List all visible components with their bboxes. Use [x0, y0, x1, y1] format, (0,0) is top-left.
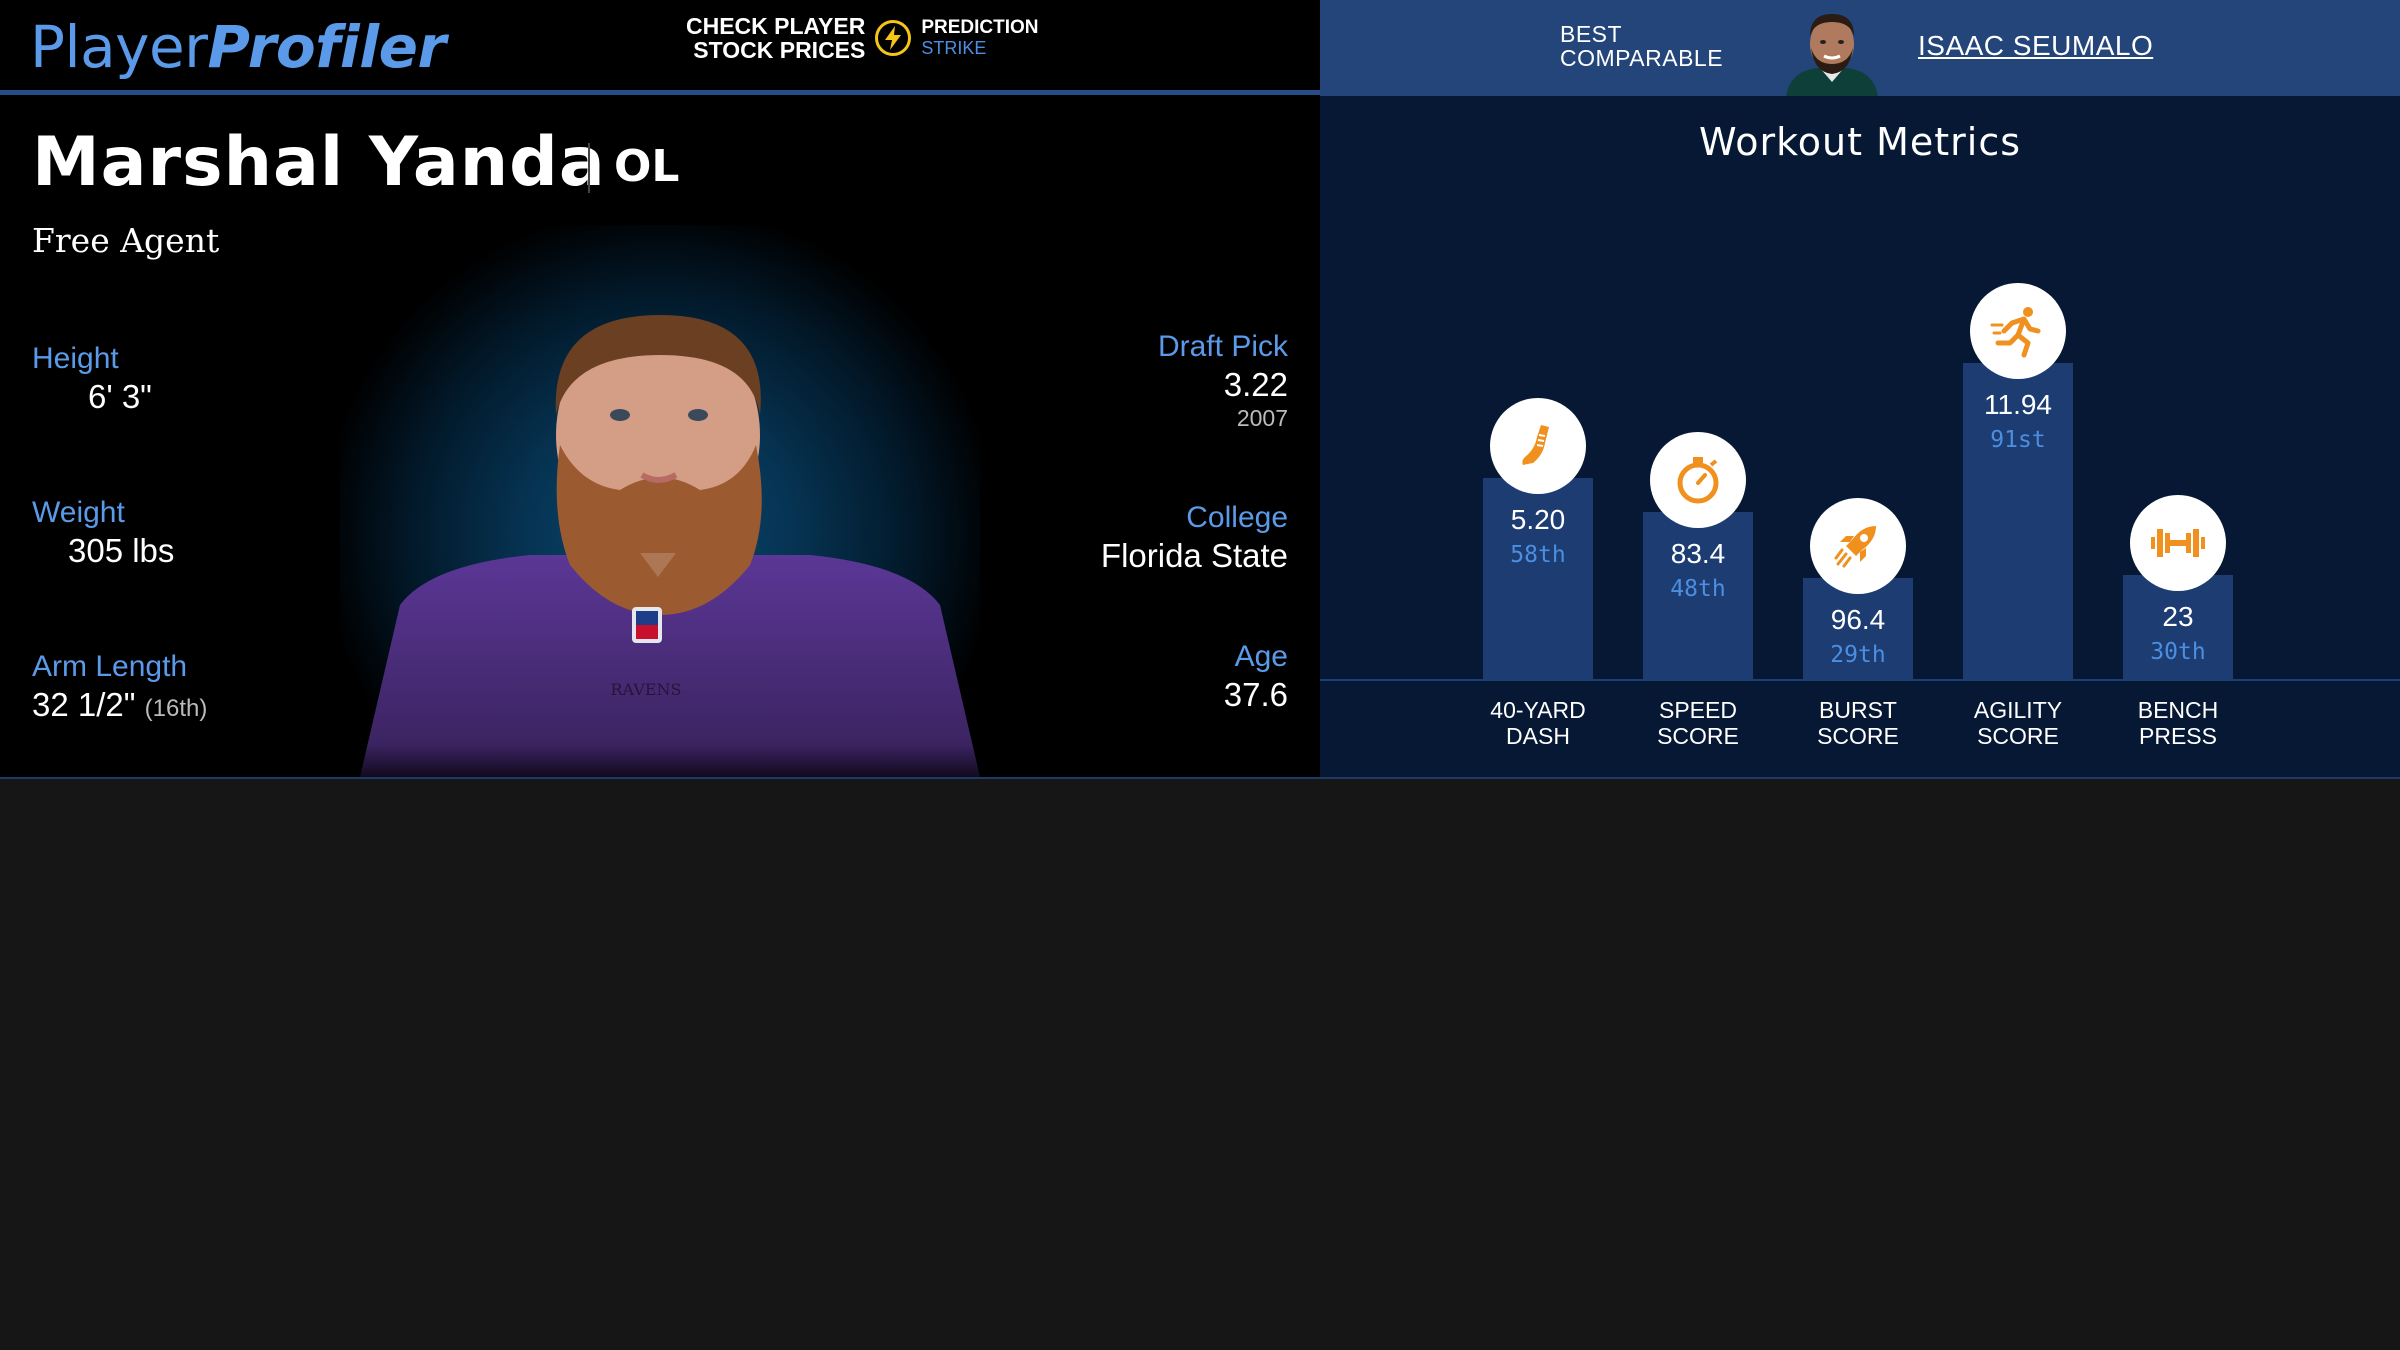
value-speed-score: 83.4	[1670, 538, 1726, 570]
panel-bottom-border	[0, 777, 2400, 779]
percentile-agility-score: 91st	[1990, 427, 2046, 454]
dumbbell-icon	[2130, 494, 2226, 591]
site-logo[interactable]: PlayerProfiler	[30, 12, 446, 82]
name-divider	[588, 143, 590, 193]
category-label-line: SCORE	[1977, 723, 2059, 749]
college-label: College	[1186, 501, 1288, 534]
promo-text: CHECK PLAYER STOCK PRICES	[686, 14, 865, 62]
bar-speed-score	[1643, 512, 1753, 679]
header-divider	[0, 90, 1320, 95]
logo-text-player: Player	[30, 13, 208, 81]
percentile-40-yard-dash: 58th	[1510, 541, 1566, 568]
comparable-avatar[interactable]	[1776, 6, 1888, 96]
value-agility-score: 11.94	[1984, 389, 2052, 421]
category-label-bench-press: BENCH PRESS	[2088, 697, 2268, 749]
player-profile-panel: RAVENS Marshal Yanda OL Free Agent Heigh…	[0, 95, 1320, 777]
best-label-line-2: COMPARABLE	[1560, 45, 1724, 71]
bar-40-yard-dash	[1483, 477, 1593, 679]
promo-line-2: STOCK PRICES	[693, 37, 866, 63]
category-label-line: PRESS	[2139, 723, 2217, 749]
arm-length-value: 32 1/2" (16th)	[32, 686, 207, 724]
logo-text-profiler: Profiler	[207, 13, 447, 81]
category-label-line: BURST	[1819, 697, 1897, 723]
player-status: Free Agent	[32, 221, 220, 260]
prediction-strike-logo: PREDICTION STRIKE	[921, 17, 1039, 59]
category-label-burst-score: BURST SCORE	[1768, 697, 1948, 749]
category-label-line: AGILITY	[1973, 697, 2063, 723]
promo-line-1: CHECK PLAYER	[686, 13, 866, 39]
college-value: Florida State	[1100, 537, 1288, 574]
best-label-line-1: BEST	[1560, 21, 1623, 47]
percentile-speed-score: 48th	[1670, 576, 1726, 603]
arm-length-label: Arm Length	[32, 650, 188, 683]
category-label-40-yard-dash: 40-YARD DASH	[1448, 697, 1628, 749]
category-label-line: BENCH	[2137, 697, 2219, 723]
top-bar: PlayerProfiler CHECK PLAYER STOCK PRICES…	[0, 0, 1320, 92]
workout-metrics-panel: Workout Metrics 5.20 58th 40-YARD DASH 83.4 4…	[1320, 96, 2400, 777]
promo-brand-1: PREDICTION	[921, 17, 1039, 38]
age-label: Age	[1234, 640, 1288, 673]
workout-metrics-title: Workout Metrics	[1698, 120, 2022, 164]
shoe-icon	[1490, 397, 1586, 494]
category-label-line: 40-YARD	[1490, 697, 1586, 723]
bar-bench-press	[2123, 574, 2233, 679]
category-label-speed-score: SPEED SCORE	[1608, 697, 1788, 749]
lightning-icon	[875, 20, 912, 56]
age-value: 37.6	[1223, 676, 1288, 713]
chart-baseline	[1320, 679, 2400, 681]
bar-burst-score	[1803, 578, 1913, 679]
height-value: 6' 3"	[88, 378, 152, 415]
percentile-burst-score: 29th	[1830, 642, 1886, 669]
value-40-yard-dash: 5.20	[1510, 503, 1566, 535]
draft-pick-value: 3.22	[1223, 366, 1288, 403]
draft-year: 2007	[1236, 405, 1288, 431]
player-photo: RAVENS	[360, 315, 980, 777]
comparable-player-link[interactable]: ISAAC SEUMALO	[1918, 30, 2154, 61]
runner-icon	[1970, 283, 2066, 380]
category-label-line: SCORE	[1657, 723, 1739, 749]
bar-agility-score	[1963, 363, 2073, 679]
player-name: Marshal Yanda	[32, 123, 606, 202]
height-label: Height	[32, 342, 119, 375]
arm-length-rank: (16th)	[144, 695, 208, 722]
player-position: OL	[614, 141, 680, 192]
arm-length: 32 1/2"	[32, 686, 136, 723]
category-label-line: SPEED	[1659, 697, 1737, 723]
draft-pick-label: Draft Pick	[1157, 330, 1288, 363]
value-bench-press: 23	[2162, 600, 2194, 632]
percentile-bench-press: 30th	[2150, 638, 2206, 665]
category-label-line: DASH	[1506, 723, 1570, 749]
value-burst-score: 96.4	[1830, 604, 1886, 636]
category-label-agility-score: AGILITY SCORE	[1928, 697, 2108, 749]
weight-label: Weight	[32, 496, 125, 529]
category-label-line: SCORE	[1817, 723, 1899, 749]
promo-banner[interactable]: CHECK PLAYER STOCK PRICES PREDICTION STR…	[686, 14, 1039, 62]
best-comparable-label: BEST COMPARABLE	[1560, 22, 1723, 70]
svg-text:RAVENS: RAVENS	[611, 680, 682, 699]
weight-value: 305 lbs	[68, 532, 175, 569]
rocket-icon	[1810, 498, 1906, 595]
stopwatch-icon	[1650, 432, 1746, 529]
promo-brand-2: STRIKE	[921, 38, 987, 58]
